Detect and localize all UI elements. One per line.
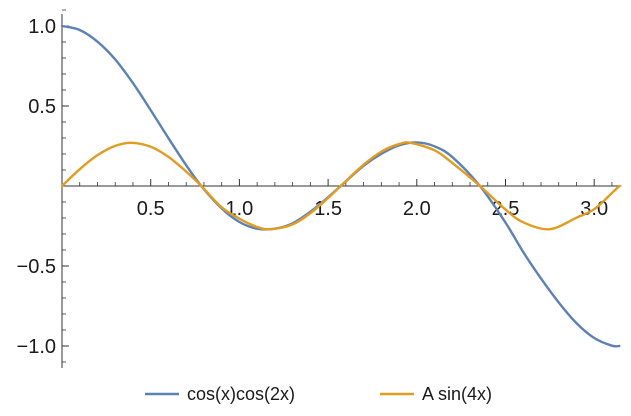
x-tick-label: 0.5 <box>137 198 165 220</box>
y-tick-label: 1.0 <box>28 16 56 38</box>
legend-label-2: A sin(4x) <box>422 384 492 404</box>
legend-label-1: cos(x)cos(2x) <box>187 384 295 404</box>
x-tick-label: 1.5 <box>314 198 342 220</box>
plot-area <box>60 24 621 348</box>
series-line-2 <box>60 141 621 231</box>
y-tick-label: 0.5 <box>28 96 56 118</box>
axes: 0.5 1.0 1.5 2.0 2.5 3.0−1.0−0.50.51.0 <box>17 9 622 368</box>
y-tick-label: −1.0 <box>17 336 56 358</box>
x-tick-label: 2.0 <box>403 198 431 220</box>
y-tick-label: −0.5 <box>17 256 56 278</box>
legend: cos(x)cos(2x) A sin(4x) <box>145 384 492 404</box>
